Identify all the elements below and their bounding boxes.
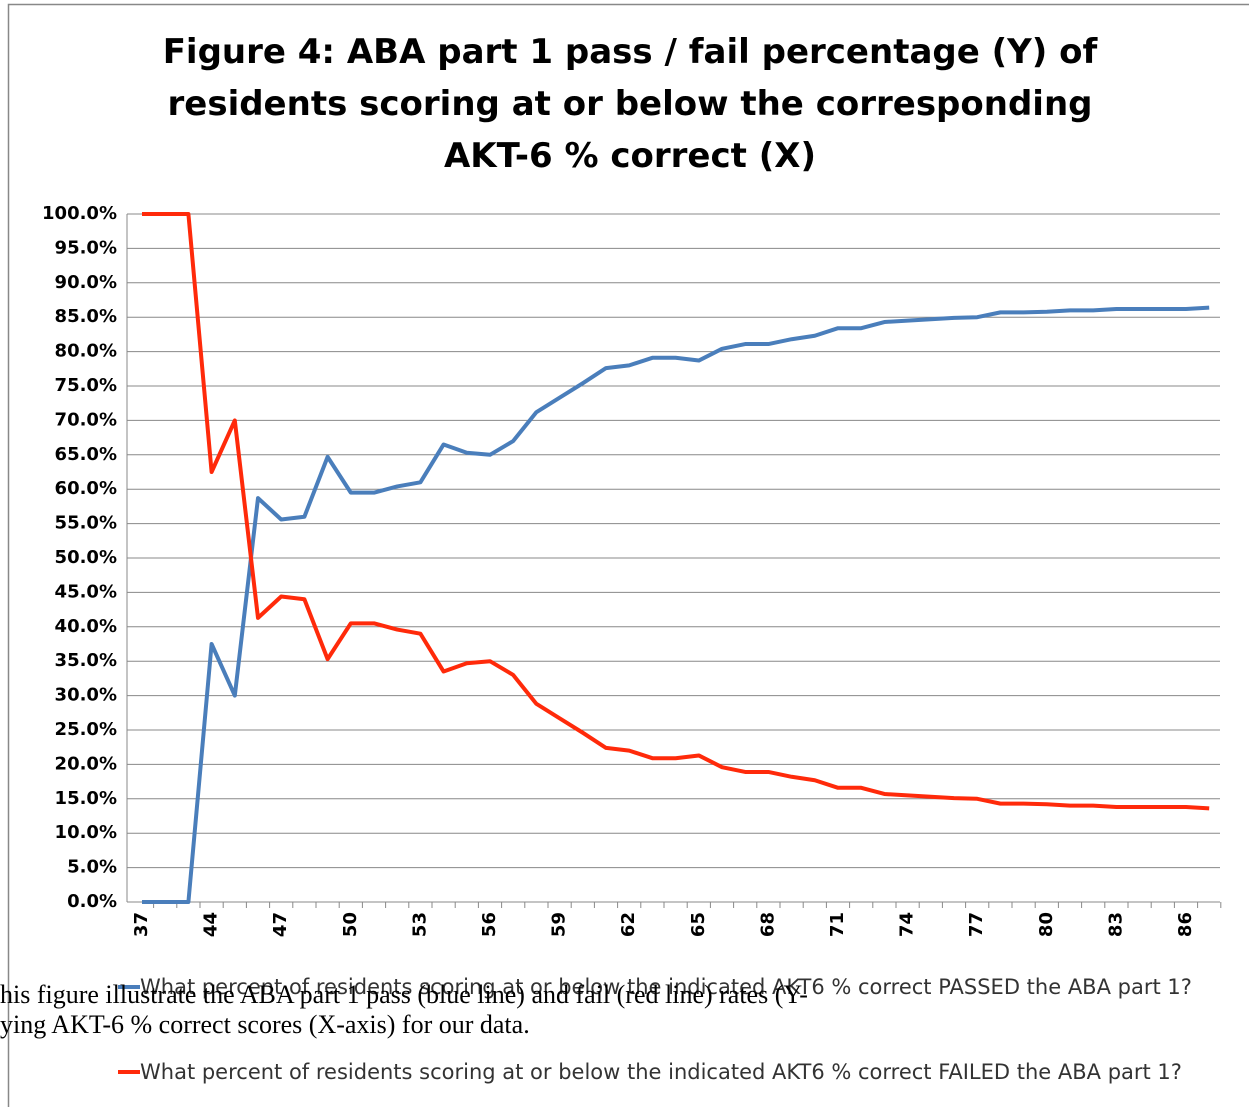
x-tick-label: 53 xyxy=(409,912,430,937)
x-tick-label: 71 xyxy=(827,912,848,937)
x-tick-label: 47 xyxy=(270,912,291,937)
y-tick-label: 10.0% xyxy=(55,822,117,843)
x-tick-label: 59 xyxy=(549,912,570,937)
y-tick-label: 55.0% xyxy=(55,513,117,534)
y-tick-label: 80.0% xyxy=(55,341,117,362)
x-tick-label: 44 xyxy=(201,912,222,937)
legend-label: What percent of residents scoring at or … xyxy=(140,975,1192,999)
x-tick-label: 86 xyxy=(1175,912,1196,937)
y-tick-label: 20.0% xyxy=(55,753,117,774)
x-tick-label: 56 xyxy=(479,912,500,937)
y-tick-label: 50.0% xyxy=(55,547,117,568)
y-tick-label: 40.0% xyxy=(55,616,117,637)
x-tick-label: 83 xyxy=(1105,912,1126,937)
caption-line: ying AKT-6 % correct scores (X-axis) for… xyxy=(0,1010,530,1039)
x-tick-label: 77 xyxy=(966,912,987,937)
chart-title: Figure 4: ABA part 1 pass / fail percent… xyxy=(162,32,1098,176)
y-tick-label: 70.0% xyxy=(55,409,117,430)
x-tick-label: 80 xyxy=(1036,912,1057,937)
y-tick-label: 90.0% xyxy=(55,272,117,293)
x-tick-label: 50 xyxy=(340,912,361,937)
y-tick-label: 60.0% xyxy=(55,478,117,499)
x-tick-label: 37 xyxy=(131,912,152,937)
y-tick-label: 45.0% xyxy=(55,581,117,602)
y-tick-label: 35.0% xyxy=(55,650,117,671)
x-tick-label: 62 xyxy=(618,912,639,937)
y-tick-label: 5.0% xyxy=(67,857,117,878)
series-line xyxy=(142,305,1210,904)
x-tick-label: 65 xyxy=(688,912,709,937)
x-tick-label: 74 xyxy=(897,912,918,937)
y-tick-label: 30.0% xyxy=(55,685,117,706)
y-tick-label: 65.0% xyxy=(55,444,117,465)
y-tick-label: 0.0% xyxy=(67,891,117,912)
x-tick-label: 68 xyxy=(757,912,778,937)
chart-border xyxy=(7,3,1249,1107)
legend-label: What percent of residents scoring at or … xyxy=(140,1060,1182,1084)
series-line xyxy=(142,212,1210,811)
y-tick-label: 85.0% xyxy=(55,306,117,327)
y-tick-label: 95.0% xyxy=(55,237,117,258)
y-tick-label: 15.0% xyxy=(55,788,117,809)
y-tick-label: 25.0% xyxy=(55,719,117,740)
y-tick-label: 100.0% xyxy=(42,203,117,224)
caption-line: his figure illustrate the ABA part 1 pas… xyxy=(0,980,808,1009)
y-tick-label: 75.0% xyxy=(55,375,117,396)
